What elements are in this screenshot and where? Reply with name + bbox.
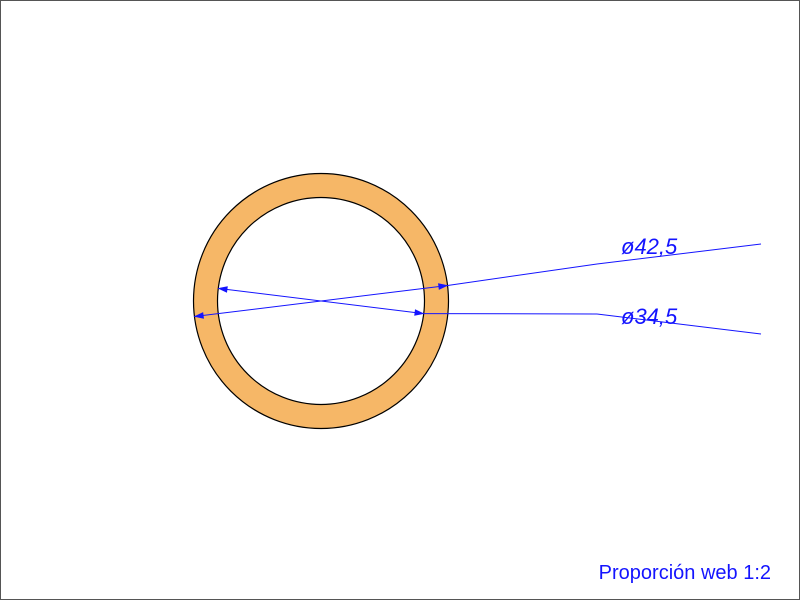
outer-diameter-dimension-extension: [448, 264, 597, 285]
scale-footer: Proporción web 1:2: [599, 562, 771, 584]
diagram-canvas: ø42,5 ø34,5 Proporción web 1:2: [0, 0, 800, 600]
outer-diameter-dimension-label: ø42,5: [621, 234, 678, 259]
inner-diameter-dimension-label: ø34,5: [621, 304, 678, 329]
technical-drawing-svg: ø42,5 ø34,5 Proporción web 1:2: [1, 1, 800, 600]
